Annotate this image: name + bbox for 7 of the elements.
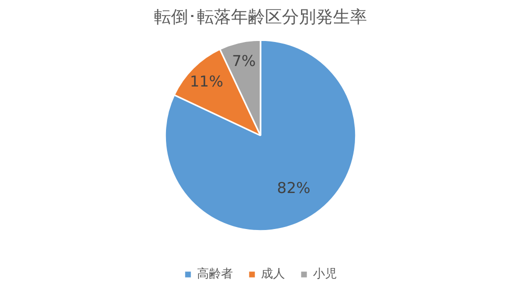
legend-label: 成人 bbox=[261, 266, 285, 283]
chart-title: 転倒･転落年齢区分別発生率 bbox=[154, 8, 367, 28]
data-label: 7% bbox=[232, 52, 256, 70]
data-label: 82% bbox=[277, 178, 310, 197]
legend-label: 高齢者 bbox=[197, 266, 233, 283]
legend-label: 小児 bbox=[313, 266, 337, 283]
data-label: 11% bbox=[190, 72, 224, 91]
